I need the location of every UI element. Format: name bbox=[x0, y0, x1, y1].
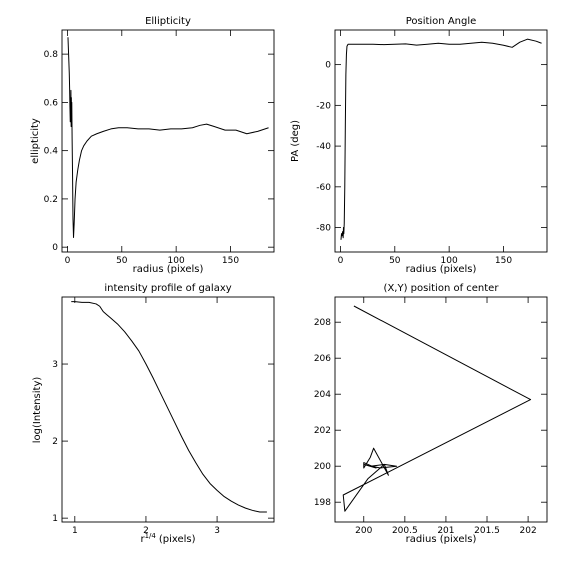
center-x-label: radius (pixels) bbox=[406, 534, 477, 545]
ellipticity-ticks: 0 50 100 150 0 0.2 0.4 0.6 0.8 bbox=[44, 30, 274, 266]
panel-ellipticity: Ellipticity radius (pixels) ellipticity … bbox=[30, 16, 275, 275]
ellipticity-curve bbox=[67, 37, 269, 239]
y-tick-label: 208 bbox=[314, 318, 331, 328]
y-tick-label: 1 bbox=[52, 514, 58, 524]
ellipticity-y-label: ellipticity bbox=[30, 118, 41, 164]
x-tick-label: 201.5 bbox=[474, 526, 500, 536]
y-tick-label: 2 bbox=[52, 437, 58, 447]
position-angle-axes-frame bbox=[334, 29, 548, 253]
ellipticity-title: Ellipticity bbox=[145, 16, 191, 27]
ellipticity-axes-frame bbox=[61, 29, 275, 253]
x-tick-label: 150 bbox=[222, 256, 239, 266]
x-tick-label: 200.5 bbox=[392, 526, 418, 536]
y-tick-label: 204 bbox=[314, 390, 331, 400]
y-tick-label: 202 bbox=[314, 426, 331, 436]
x-tick-label: 150 bbox=[495, 256, 512, 266]
x-tick-label: 3 bbox=[214, 526, 220, 536]
x-tick-label: 50 bbox=[116, 256, 128, 266]
x-tick-label: 202 bbox=[520, 526, 537, 536]
position-angle-ticks: 0 50 100 150 -80 -60 -40 -20 0 bbox=[316, 30, 547, 266]
intensity-x-label-exponent: 1/4 bbox=[145, 532, 157, 540]
center-track-curve bbox=[342, 305, 532, 512]
y-tick-label: -80 bbox=[316, 224, 331, 234]
panel-position-angle: Position Angle radius (pixels) PA (deg) … bbox=[290, 16, 548, 275]
panel-center-position: (X,Y) position of center radius (pixels)… bbox=[314, 283, 548, 545]
y-tick-label: 0 bbox=[52, 243, 58, 253]
x-tick-label: 201 bbox=[437, 526, 454, 536]
x-tick-label: 2 bbox=[143, 526, 149, 536]
intensity-x-label-r: r bbox=[140, 534, 145, 545]
y-tick-label: 0.6 bbox=[44, 98, 59, 108]
x-tick-label: 1 bbox=[72, 526, 78, 536]
position-angle-title: Position Angle bbox=[406, 16, 477, 27]
y-tick-label: 0.4 bbox=[44, 147, 59, 157]
y-tick-label: 206 bbox=[314, 354, 331, 364]
y-tick-label: 198 bbox=[314, 498, 331, 508]
x-tick-label: 200 bbox=[355, 526, 372, 536]
x-tick-label: 100 bbox=[441, 256, 458, 266]
x-tick-label: 50 bbox=[389, 256, 401, 266]
panel-intensity-profile: intensity profile of galaxy r1/4 (pixels)… bbox=[32, 283, 275, 545]
intensity-ticks: 1 2 3 1 2 3 bbox=[52, 297, 274, 536]
y-tick-label: 0.2 bbox=[44, 195, 58, 205]
y-tick-label: -60 bbox=[316, 183, 331, 193]
intensity-x-label-unit: (pixels) bbox=[159, 534, 196, 545]
intensity-title: intensity profile of galaxy bbox=[104, 283, 231, 294]
x-tick-label: 0 bbox=[338, 256, 344, 266]
y-tick-label: 3 bbox=[52, 360, 58, 370]
ellipticity-x-label: radius (pixels) bbox=[133, 264, 204, 275]
y-tick-label: -40 bbox=[316, 142, 331, 152]
intensity-x-label: r1/4 (pixels) bbox=[140, 532, 195, 545]
y-tick-label: 0 bbox=[325, 61, 331, 71]
position-angle-x-label: radius (pixels) bbox=[406, 264, 477, 275]
center-ticks: 200 200.5 201 201.5 202 198 200 202 204 206 208 bbox=[314, 297, 547, 536]
intensity-curve bbox=[71, 301, 267, 513]
x-tick-label: 100 bbox=[168, 256, 185, 266]
intensity-axes-frame bbox=[61, 296, 275, 523]
intensity-y-label: log(Intensity) bbox=[32, 377, 43, 444]
y-tick-label: 0.8 bbox=[44, 50, 59, 60]
center-title: (X,Y) position of center bbox=[384, 283, 500, 294]
y-tick-label: -20 bbox=[316, 101, 331, 111]
y-tick-label: 200 bbox=[314, 462, 331, 472]
x-tick-label: 0 bbox=[65, 256, 71, 266]
center-axes-frame bbox=[334, 296, 548, 523]
position-angle-y-label: PA (deg) bbox=[290, 120, 301, 162]
position-angle-curve bbox=[340, 38, 542, 240]
